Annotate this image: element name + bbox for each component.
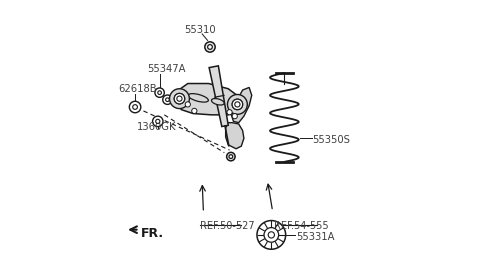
Circle shape — [158, 91, 161, 94]
Circle shape — [177, 96, 182, 101]
Circle shape — [174, 93, 185, 104]
Circle shape — [235, 102, 240, 107]
Circle shape — [155, 88, 164, 97]
Ellipse shape — [188, 94, 208, 102]
Circle shape — [228, 94, 247, 114]
Ellipse shape — [212, 99, 224, 105]
Polygon shape — [179, 84, 241, 115]
Circle shape — [163, 95, 172, 104]
Circle shape — [264, 228, 278, 242]
Circle shape — [133, 105, 137, 109]
Circle shape — [129, 101, 141, 113]
Circle shape — [232, 114, 238, 119]
Circle shape — [156, 119, 160, 123]
Text: 55350S: 55350S — [312, 135, 350, 145]
Circle shape — [268, 232, 275, 238]
Circle shape — [229, 155, 233, 158]
Text: 62618B: 62618B — [119, 84, 157, 94]
Circle shape — [232, 99, 242, 110]
Circle shape — [153, 116, 163, 127]
Circle shape — [185, 102, 191, 107]
Text: 55347A: 55347A — [147, 64, 186, 74]
Circle shape — [192, 108, 197, 114]
Polygon shape — [231, 87, 252, 123]
Circle shape — [257, 221, 286, 249]
Text: FR.: FR. — [141, 227, 164, 240]
Circle shape — [166, 98, 169, 102]
Circle shape — [169, 89, 190, 109]
Circle shape — [208, 45, 212, 49]
Circle shape — [232, 99, 242, 110]
Circle shape — [205, 42, 215, 52]
Circle shape — [227, 152, 235, 161]
Polygon shape — [209, 66, 228, 127]
Text: 55310: 55310 — [184, 25, 216, 35]
Polygon shape — [226, 123, 244, 149]
Text: REF.50-527: REF.50-527 — [200, 221, 254, 230]
Circle shape — [227, 110, 232, 115]
Text: 1360GK: 1360GK — [137, 122, 177, 133]
Text: 55331A: 55331A — [296, 232, 335, 242]
Circle shape — [174, 93, 185, 104]
Text: REF.54-555: REF.54-555 — [274, 221, 328, 230]
